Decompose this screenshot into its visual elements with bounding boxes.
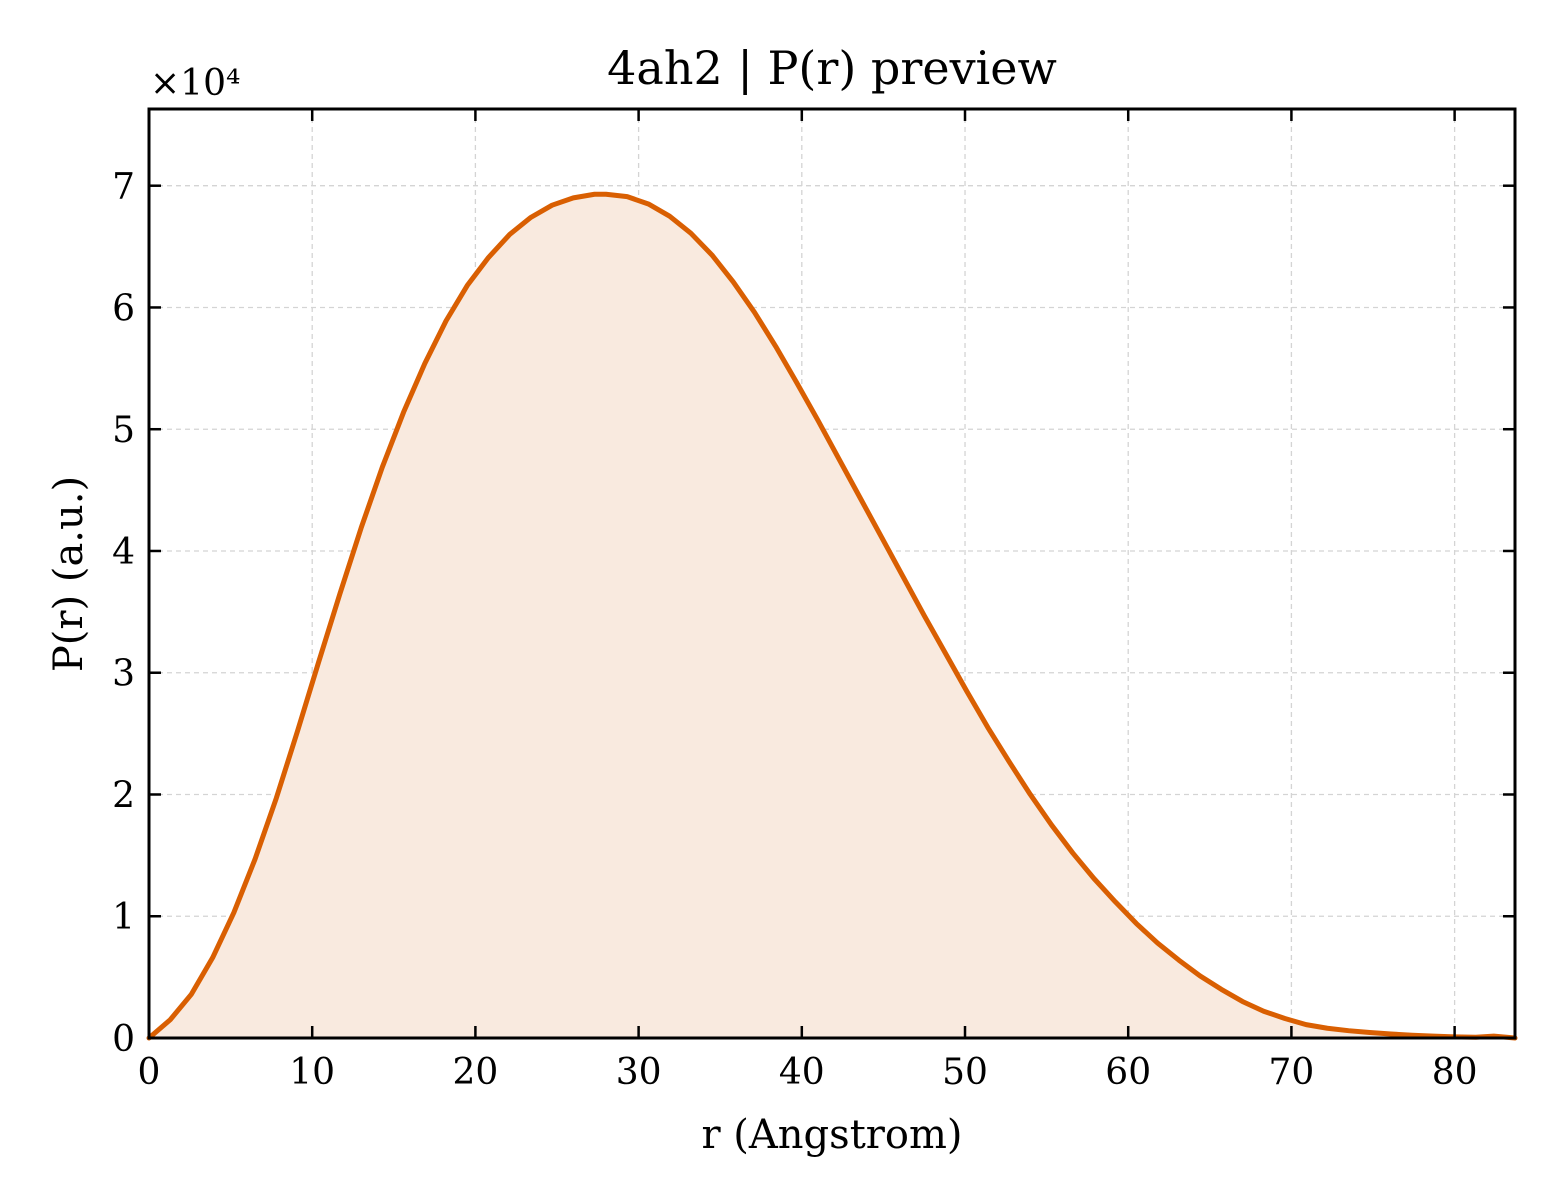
x-tick-label: 70 [1269, 1052, 1315, 1093]
x-tick-label: 0 [138, 1052, 161, 1093]
x-tick-label: 50 [942, 1052, 988, 1093]
series-area-fill [149, 194, 1515, 1039]
x-tick-label: 10 [289, 1052, 335, 1093]
data-series [146, 191, 1518, 1041]
axis-ticks: 0 10 20 30 40 50 60 70 80 0 1 2 3 4 5 6 7 [112, 109, 1515, 1093]
y-tick-label: 5 [112, 410, 135, 451]
chart-title: 4ah2 | P(r) preview [607, 41, 1057, 95]
y-axis-multiplier: ×10⁴ [150, 63, 240, 104]
y-tick-label: 6 [112, 288, 135, 329]
series-line [146, 191, 1518, 1041]
y-tick-label: 2 [112, 775, 135, 816]
plot-frame [147, 107, 1517, 1040]
x-axis-label: r (Angstrom) [701, 1112, 962, 1158]
x-tick-label: 60 [1105, 1052, 1151, 1093]
x-tick-label: 80 [1432, 1052, 1478, 1093]
y-tick-label: 1 [112, 897, 135, 938]
x-tick-label: 30 [616, 1052, 662, 1093]
x-tick-label: 40 [779, 1052, 825, 1093]
x-tick-label: 20 [452, 1052, 498, 1093]
y-axis-label: P(r) (a.u.) [46, 476, 92, 672]
y-tick-label: 0 [112, 1019, 135, 1060]
y-tick-label: 4 [112, 532, 135, 573]
y-tick-label: 7 [112, 167, 135, 208]
y-tick-label: 3 [112, 654, 135, 695]
